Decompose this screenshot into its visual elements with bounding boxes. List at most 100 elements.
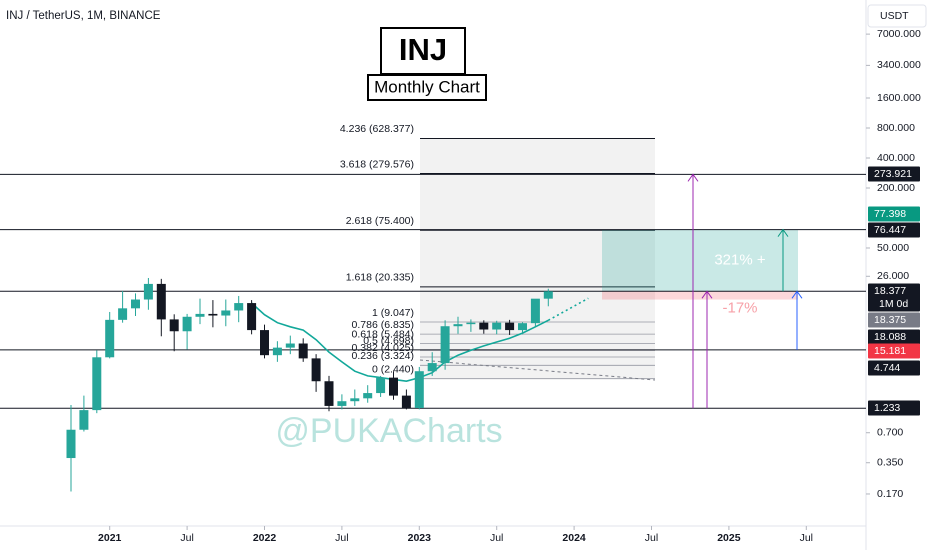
price-badge-label: 18.377 xyxy=(874,285,906,297)
y-tick-label: 800.000 xyxy=(877,122,915,134)
candle-body xyxy=(363,393,373,399)
x-tick-label: 2025 xyxy=(717,532,741,544)
fib-label: 0 (2.440) xyxy=(372,363,414,375)
y-tick-label: 50.000 xyxy=(877,242,909,254)
fib-zone xyxy=(420,138,655,379)
arrow-head xyxy=(687,173,699,182)
candle-body xyxy=(143,283,153,300)
subheading: Monthly Chart xyxy=(374,77,480,96)
y-tick-label: 0.350 xyxy=(877,457,903,469)
candle-body xyxy=(530,298,540,324)
y-tick-label: 400.000 xyxy=(877,152,915,164)
target-zone xyxy=(602,229,798,292)
candle-body xyxy=(427,363,437,372)
candle-body xyxy=(401,395,411,408)
y-tick-label: 0.170 xyxy=(877,488,903,500)
x-tick-label: Jul xyxy=(335,532,348,544)
candle-body xyxy=(247,303,257,331)
x-tick-label: Jul xyxy=(490,532,503,544)
candle-body xyxy=(414,371,424,408)
candle-body xyxy=(66,429,76,459)
x-tick-label: 2024 xyxy=(562,532,586,544)
arrow-head xyxy=(791,290,803,299)
subheading-box xyxy=(367,74,487,101)
candle-body xyxy=(182,316,192,332)
candle-body xyxy=(453,324,463,327)
candle-body xyxy=(208,313,218,316)
price-badge-label: 4.744 xyxy=(874,362,900,374)
candle-body xyxy=(518,323,527,331)
y-tick-label: 3400.000 xyxy=(877,59,921,71)
price-badge xyxy=(868,343,920,359)
y-tick-label: 1600.000 xyxy=(877,92,921,104)
candle-body xyxy=(543,291,553,299)
arrow-head xyxy=(777,228,789,237)
candle-body xyxy=(298,343,308,359)
fib-label: 1 (9.047) xyxy=(372,307,414,319)
background-layer xyxy=(0,33,870,530)
price-badge xyxy=(868,329,920,345)
price-badge xyxy=(868,283,920,312)
x-tick-label: 2023 xyxy=(408,532,432,544)
price-badge-label: 273.921 xyxy=(874,168,912,180)
candle-body xyxy=(272,347,282,356)
candle-body xyxy=(79,410,89,430)
price-badge xyxy=(868,312,920,328)
price-badge-label: 1.233 xyxy=(874,402,900,414)
price-badge-label: 76.447 xyxy=(874,224,906,236)
x-tick-label: Jul xyxy=(645,532,658,544)
candle-body xyxy=(389,377,398,396)
fib-label: 3.618 (279.576) xyxy=(340,158,414,170)
candle-body xyxy=(376,377,386,394)
y-tick-label: 26.000 xyxy=(877,270,909,282)
ema-line xyxy=(251,302,549,383)
currency[interactable]: USDT xyxy=(880,10,909,22)
price-badge-label: 15.181 xyxy=(874,345,906,357)
candle-body xyxy=(156,283,166,320)
candle-body xyxy=(466,322,476,325)
price-badge xyxy=(868,360,920,376)
y-tick-label: 7000.000 xyxy=(877,28,921,40)
fib-label: 0.786 (6.835) xyxy=(352,319,414,331)
y-tick-label: 200.000 xyxy=(877,182,915,194)
candle-body xyxy=(131,299,140,309)
candle-body xyxy=(105,319,115,358)
fib-label: 4.236 (628.377) xyxy=(340,123,414,135)
candle-body xyxy=(92,357,102,411)
fib-label: 0.236 (3.324) xyxy=(352,350,414,362)
fib-label: 0.618 (5.484) xyxy=(352,328,414,340)
candle-body xyxy=(337,401,347,406)
candle-body xyxy=(440,326,450,364)
x-tick-label: 2021 xyxy=(98,532,122,544)
arrow-head xyxy=(701,290,713,299)
gain-label: 321% + xyxy=(714,251,766,268)
candle-body xyxy=(479,322,489,330)
candle-body xyxy=(221,310,231,316)
candle-body xyxy=(285,343,295,348)
stop-zone xyxy=(602,291,798,300)
price-badge xyxy=(868,222,920,238)
price-badge xyxy=(868,400,920,416)
heading: INJ xyxy=(399,32,447,67)
candle-body xyxy=(492,322,502,330)
x-tick-label: Jul xyxy=(180,532,193,544)
overlay-layer: 7000.000 3400.000 1600.000 800.000 400.000 20… xyxy=(98,28,921,544)
price-badge xyxy=(868,206,920,222)
fib-label: 1.618 (20.335) xyxy=(346,272,414,284)
candle-body xyxy=(169,319,179,332)
fib-label: 0.382 (4.025) xyxy=(352,342,414,354)
x-tick-label: Jul xyxy=(800,532,813,544)
fib-label: 2.618 (75.400) xyxy=(346,215,414,227)
candle-body xyxy=(195,313,205,317)
x-tick-label: 2022 xyxy=(253,532,277,544)
candle-body xyxy=(350,398,360,402)
fib-label: 0.5 (4.698) xyxy=(363,335,414,347)
price-badge-label: 18.375 xyxy=(874,314,906,326)
candle-body xyxy=(505,322,515,331)
price-badge xyxy=(868,166,920,182)
y-tick-label: 0.700 xyxy=(877,427,903,439)
price-badge-label: 18.088 xyxy=(874,331,906,343)
loss-label: -17% xyxy=(722,300,757,317)
currency-box[interactable] xyxy=(867,4,927,28)
